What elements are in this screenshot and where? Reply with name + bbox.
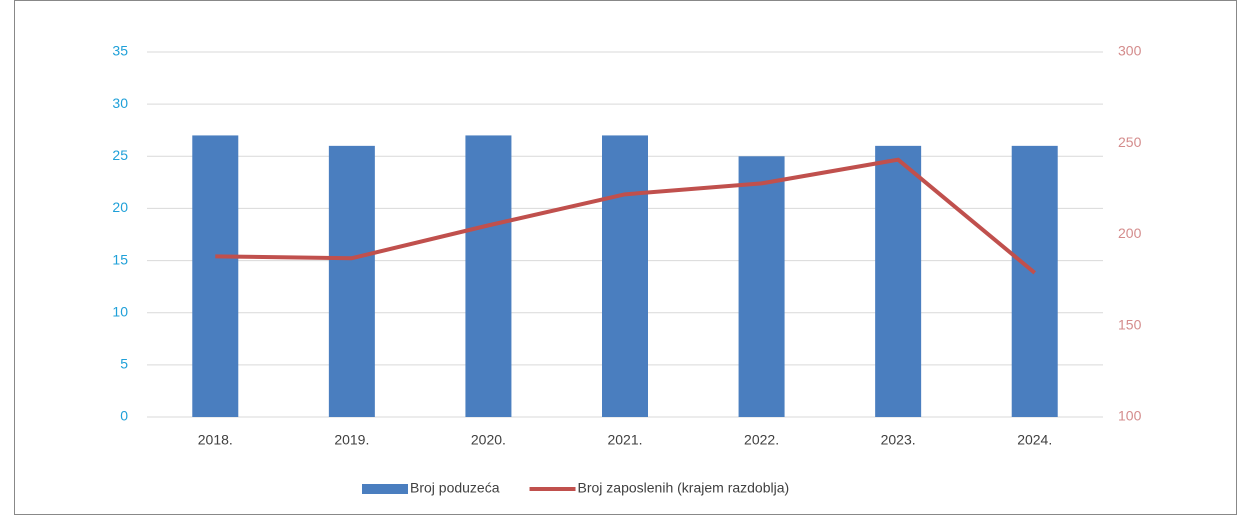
x-tick-label: 2018. [198,432,233,448]
legend-swatch [362,484,408,494]
y2-tick-label: 300 [1118,43,1142,59]
bar [192,135,239,417]
y2-tick-label: 200 [1118,225,1142,241]
x-tick-label: 2020. [471,432,506,448]
y-tick-label: 0 [120,408,128,424]
y2-tick-label: 150 [1118,316,1142,332]
bar [602,135,648,417]
bar [738,156,785,418]
y-tick-label: 10 [112,303,128,319]
y-tick-label: 30 [112,95,128,111]
y-tick-label: 5 [120,356,128,372]
x-tick-label: 2019. [334,432,369,448]
legend-label: Broj zaposlenih (krajem razdoblja) [578,480,790,496]
bar [1011,145,1058,417]
line [215,157,1036,275]
legend-label: Broj poduzeća [410,480,500,496]
x-tick-label: 2021. [607,432,642,448]
bar [465,135,512,417]
y-tick-label: 20 [112,199,128,215]
bar [328,145,375,417]
x-tick-label: 2022. [744,432,779,448]
x-tick-label: 2023. [881,432,916,448]
y-tick-label: 25 [112,147,128,163]
y2-tick-label: 100 [1118,408,1142,424]
y-tick-label: 15 [112,251,128,267]
x-tick-label: 2024. [1017,432,1052,448]
bar [875,145,922,417]
y2-tick-label: 250 [1118,134,1142,150]
y-tick-label: 35 [112,43,128,59]
